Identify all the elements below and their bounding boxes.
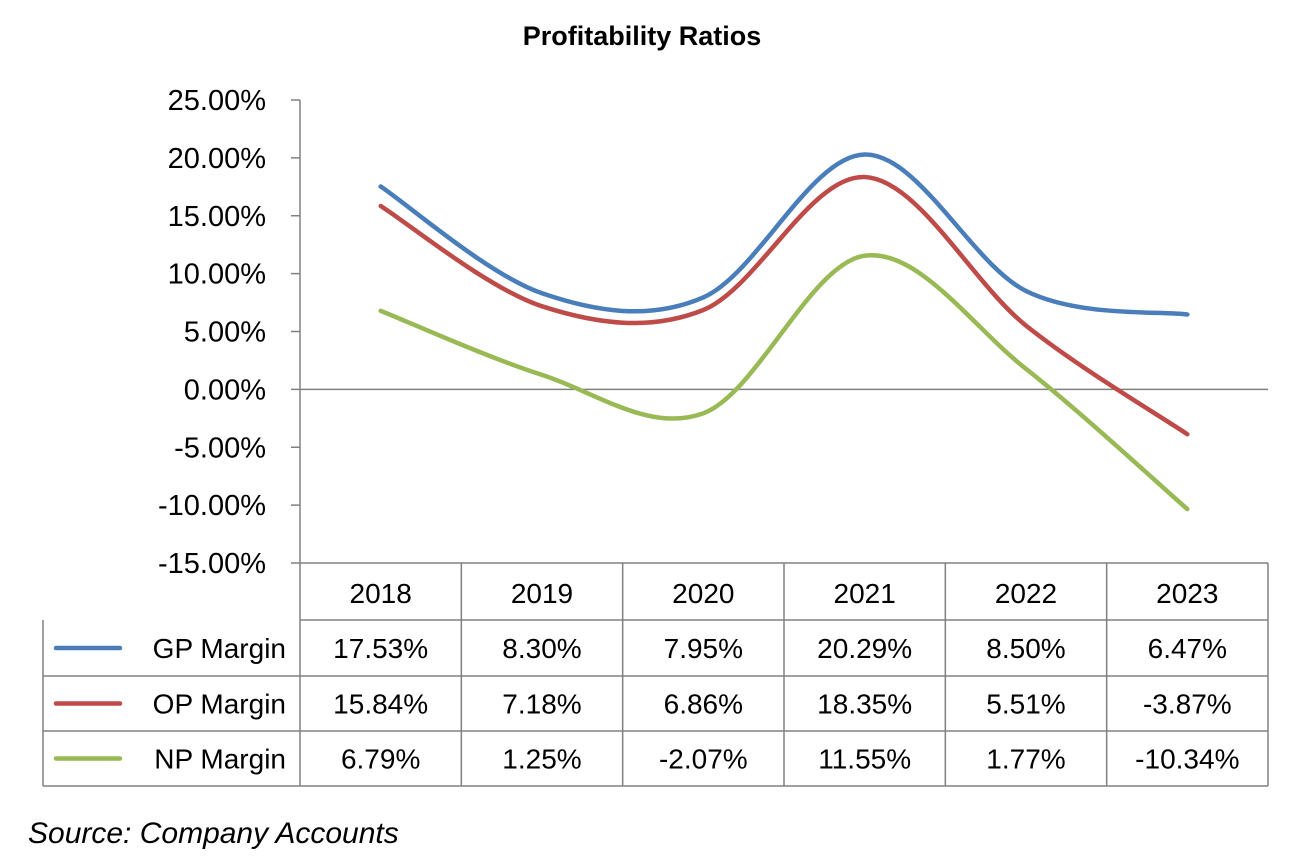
chart-series-lines <box>378 152 1190 512</box>
table-cell-np-margin: -10.34% <box>1135 744 1239 775</box>
series-line-gp-margin <box>378 152 1190 317</box>
table-cell-gp-margin: 7.95% <box>664 633 743 664</box>
table-cell-np-margin: 1.25% <box>502 744 581 775</box>
table-cell-gp-margin: 17.53% <box>333 633 428 664</box>
table-cell-np-margin: 1.77% <box>986 744 1065 775</box>
data-table: 2018 2019 2020 2021 2022 2023 GP Margin 17.53% 8… <box>42 562 1269 787</box>
y-tick-label: 10.00% <box>168 259 266 291</box>
table-cell-gp-margin: 20.29% <box>817 633 912 664</box>
y-tick-label: -10.00% <box>158 490 266 522</box>
y-tick-label: 20.00% <box>168 143 266 175</box>
y-tick-label: -5.00% <box>174 432 266 464</box>
y-tick-label: 25.00% <box>168 85 266 117</box>
chart-axes: 25.00% 20.00% 15.00% 10.00% 5.00% 0.00% -5.00%… <box>158 85 1268 580</box>
table-cell-op-margin: 15.84% <box>333 689 428 720</box>
x-category-label: 2019 <box>511 578 573 609</box>
x-category-label: 2021 <box>834 578 896 609</box>
legend-label-np-margin: NP Margin <box>154 744 286 775</box>
y-tick-label: 15.00% <box>168 201 266 233</box>
table-cell-op-margin: -3.87% <box>1143 689 1232 720</box>
table-cell-gp-margin: 8.30% <box>502 633 581 664</box>
legend-label-gp-margin: GP Margin <box>153 633 286 664</box>
chart-title: Profitability Ratios <box>523 21 762 51</box>
series-line-np-margin <box>378 253 1190 512</box>
y-tick-label: 5.00% <box>184 317 266 349</box>
table-cell-op-margin: 6.86% <box>664 689 743 720</box>
table-cell-gp-margin: 6.47% <box>1148 633 1227 664</box>
table-cell-np-margin: 6.79% <box>341 744 420 775</box>
table-cell-op-margin: 18.35% <box>817 689 912 720</box>
table-cell-np-margin: -2.07% <box>659 744 748 775</box>
source-note: Source: Company Accounts <box>28 817 399 850</box>
table-cell-op-margin: 5.51% <box>986 689 1065 720</box>
series-line-op-margin <box>378 174 1190 437</box>
legend-label-op-margin: OP Margin <box>153 689 286 720</box>
table-cell-op-margin: 7.18% <box>502 689 581 720</box>
y-tick-label: -15.00% <box>158 548 266 580</box>
y-tick-label: 0.00% <box>184 374 266 406</box>
x-category-label: 2022 <box>995 578 1057 609</box>
x-category-label: 2020 <box>672 578 734 609</box>
x-category-label: 2018 <box>350 578 412 609</box>
table-cell-gp-margin: 8.50% <box>986 633 1065 664</box>
table-cell-np-margin: 11.55% <box>818 744 911 775</box>
x-category-label: 2023 <box>1156 578 1218 609</box>
